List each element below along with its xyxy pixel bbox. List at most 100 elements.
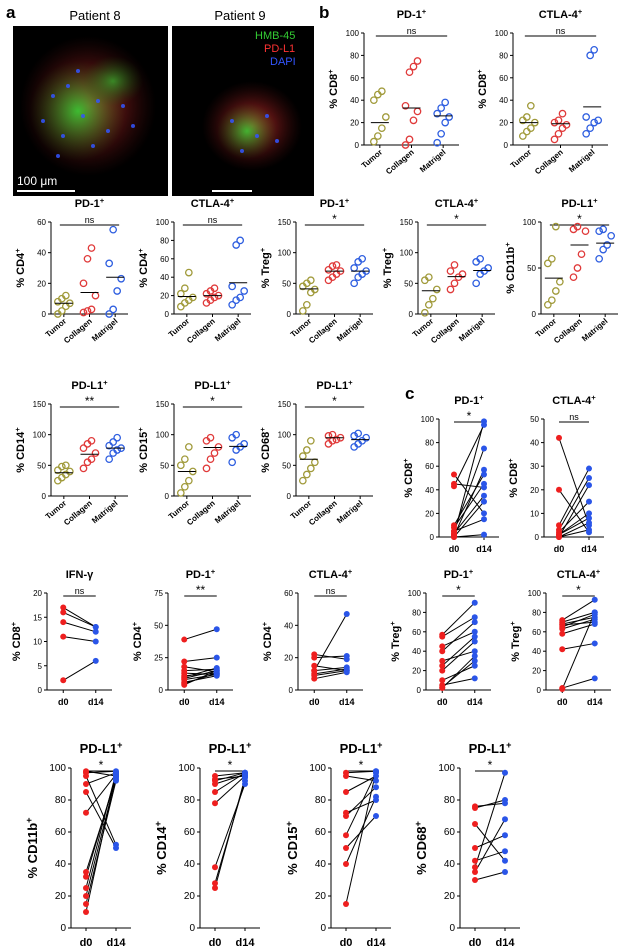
y-tick-label: 60: [37, 218, 46, 227]
data-point: [236, 236, 245, 245]
d0-point: [60, 604, 67, 611]
d14-point: [343, 669, 350, 676]
y-tick-label: 80: [412, 608, 421, 617]
panel-letter-a: a: [6, 3, 16, 22]
y-axis-label: % CD8+: [475, 69, 490, 109]
micrograph-patient-9-image: [202, 81, 302, 171]
d0-point: [559, 686, 566, 693]
data-point: [446, 285, 455, 294]
y-axis-label: % CD8+: [506, 458, 521, 498]
y-tick-label: 20: [160, 292, 169, 301]
significance-label: ns: [208, 215, 218, 225]
d0-point: [343, 773, 349, 779]
significance-label: *: [576, 583, 581, 597]
y-tick-label: 50: [282, 279, 291, 288]
panel-letter-b: b: [319, 3, 330, 22]
x-tick-label: Matrigel: [90, 499, 119, 526]
d14-point: [92, 638, 99, 645]
d14-point: [471, 675, 478, 682]
data-point: [555, 277, 564, 286]
significance-label: ns: [326, 586, 336, 596]
data-point: [543, 259, 552, 268]
x-tick-label: d14: [587, 697, 603, 707]
data-point: [324, 265, 333, 274]
y-tick-label: 100: [400, 249, 414, 258]
data-point: [526, 101, 535, 110]
d0-point: [439, 667, 446, 674]
y-tick-label: 60: [425, 462, 434, 471]
d14-point: [471, 657, 478, 664]
y-tick-label: 60: [315, 827, 327, 838]
x-tick-label: d14: [476, 544, 492, 554]
d0-point: [60, 609, 67, 616]
chart-r5c1: PD-L1+ 0 20 40 60 80 100 % CD11b+ d0 d14 *: [24, 740, 131, 949]
x-tick-label: d0: [309, 697, 320, 707]
chart-title: PD-L1+: [340, 740, 383, 756]
d14-point: [213, 654, 220, 661]
d0-point: [83, 809, 89, 816]
x-tick-label: Tumor: [360, 148, 384, 171]
d14-point: [481, 510, 487, 517]
y-axis-label: % CD4+: [13, 248, 28, 288]
d0-point: [83, 885, 89, 891]
data-point: [446, 267, 455, 275]
pair-line: [184, 667, 217, 678]
chart-r5c3: PD-L1+ 0 20 40 60 80 100 % CD15+ d0 d14 *: [284, 740, 391, 949]
y-axis-label: % CD15+: [284, 821, 300, 875]
y-axis-label: % CD14+: [13, 427, 28, 473]
data-point: [603, 241, 612, 249]
d14-point: [213, 626, 220, 633]
y-tick-label: 0: [42, 310, 47, 319]
x-tick-label: d14: [209, 697, 225, 707]
d0-point: [439, 633, 446, 640]
pair-line: [313, 613, 348, 671]
data-point: [109, 305, 118, 314]
pair-line: [85, 772, 117, 889]
d0-point: [212, 864, 218, 871]
data-point: [413, 57, 422, 65]
data-point: [109, 438, 118, 446]
y-tick-label: 0: [449, 923, 455, 934]
d14-point: [481, 492, 487, 499]
d14-point: [481, 418, 487, 425]
data-point: [573, 222, 582, 231]
d0-point: [439, 662, 446, 669]
significance-label: *: [456, 583, 461, 597]
data-point: [57, 462, 66, 471]
data-point: [543, 300, 552, 309]
d0-point: [311, 654, 318, 661]
pair-line: [474, 871, 506, 881]
pair-line: [441, 602, 476, 636]
x-tick-label: d14: [107, 937, 127, 949]
y-tick-label: 20: [444, 891, 456, 902]
pair-line: [453, 534, 485, 538]
y-axis-label: % CD8+: [401, 458, 416, 498]
data-point: [586, 124, 595, 133]
y-tick-label: 0: [504, 141, 509, 150]
y-tick-label: 50: [527, 264, 536, 273]
data-point: [228, 282, 237, 291]
significance-label: *: [359, 758, 364, 772]
micrograph-title-patient-8: Patient 8: [69, 8, 121, 23]
y-tick-label: 80: [315, 795, 327, 806]
data-point: [582, 129, 591, 138]
d14-point: [481, 531, 487, 538]
d14-point: [471, 628, 478, 635]
data-point: [113, 433, 122, 442]
data-point: [188, 293, 197, 302]
micrograph-patient-8: 100 μm: [13, 26, 168, 196]
d0-point: [472, 869, 478, 875]
d14-point: [373, 784, 379, 791]
y-tick-label: 0: [409, 310, 414, 319]
data-point: [91, 291, 100, 300]
data-point: [176, 302, 185, 311]
data-point: [433, 138, 442, 147]
d14-point: [591, 621, 598, 628]
data-point: [484, 264, 493, 272]
y-tick-label: 30: [530, 462, 539, 471]
d0-point: [83, 893, 89, 899]
d0-point: [472, 805, 478, 811]
x-tick-label: d14: [339, 697, 355, 707]
data-point: [184, 268, 193, 277]
